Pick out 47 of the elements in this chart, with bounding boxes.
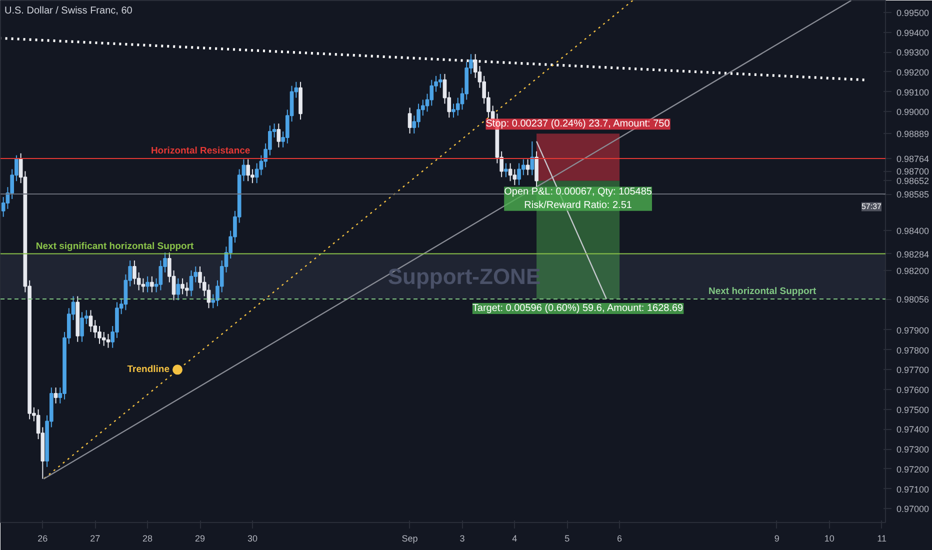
y-tick-label: 0.97900 bbox=[896, 325, 930, 336]
y-tick-label: 0.98700 bbox=[896, 166, 930, 177]
x-tick-label: 30 bbox=[247, 534, 258, 544]
y-tick-label: 0.99000 bbox=[896, 107, 930, 118]
y-tick-label: 0.99300 bbox=[896, 48, 930, 58]
x-tick-label: 3 bbox=[460, 534, 465, 544]
ref-line-label: Next significant horizontal Support bbox=[36, 240, 195, 252]
x-tick-label: 28 bbox=[142, 534, 153, 544]
y-tick-label: 0.99100 bbox=[896, 87, 930, 98]
band-label: Target: 0.00596 (0.60%) 59.6, Amount: 1628.69 bbox=[472, 303, 684, 314]
y-tick-label: 0.98284 bbox=[896, 249, 930, 260]
annotation: Trendline bbox=[127, 364, 170, 376]
x-tick-label: 4 bbox=[512, 534, 518, 544]
y-tick-label: 0.99200 bbox=[896, 67, 930, 78]
x-tick-label: 29 bbox=[195, 534, 206, 544]
y-tick-label: 0.98200 bbox=[896, 266, 930, 276]
y-tick-label: 0.98585 bbox=[896, 190, 930, 200]
y-tick-label: 0.97700 bbox=[896, 365, 930, 376]
y-tick-label: 0.98056 bbox=[896, 294, 930, 305]
ref-line-label: Next horizontal Support bbox=[708, 286, 817, 298]
y-tick-label: 0.97500 bbox=[896, 404, 930, 415]
y-tick-label: 0.97400 bbox=[896, 424, 930, 435]
y-tick-label: 0.98889 bbox=[896, 129, 930, 140]
band-label: Stop: 0.00237 (0.24%) 23.7, Amount: 750 bbox=[486, 118, 670, 130]
y-tick-label: 0.97800 bbox=[896, 345, 930, 356]
x-tick-label: 26 bbox=[38, 534, 48, 544]
y-tick-label: 0.97200 bbox=[896, 464, 930, 474]
annotation: Open P&L: 0.00067, Qty: 105485 Risk/Reward Ratio: 2.51 bbox=[504, 186, 652, 211]
y-tick-label: 0.97100 bbox=[896, 484, 930, 494]
x-tick-label: 10 bbox=[824, 534, 834, 544]
y-tick-label: 0.99500 bbox=[896, 8, 930, 18]
y-tick-label: 0.98652 bbox=[896, 176, 930, 186]
annotation: 57:37 bbox=[861, 202, 882, 212]
y-tick-label: 0.97300 bbox=[896, 444, 930, 455]
y-tick-label: 0.98764 bbox=[896, 154, 930, 164]
y-tick-label: 0.98400 bbox=[896, 226, 930, 236]
x-tick-label: Sep bbox=[402, 534, 418, 544]
x-tick-label: 27 bbox=[90, 534, 100, 544]
y-tick-label: 0.97600 bbox=[896, 385, 930, 396]
x-tick-label: 6 bbox=[617, 534, 622, 544]
x-tick-label: 5 bbox=[564, 534, 570, 544]
y-tick-label: 0.99400 bbox=[896, 28, 930, 38]
x-tick-label: 9 bbox=[774, 534, 780, 544]
x-tick-label: 11 bbox=[877, 534, 886, 544]
y-tick-label: 0.97000 bbox=[896, 504, 930, 514]
ref-line-label: Horizontal Resistance bbox=[150, 145, 250, 156]
text: U.S. Dollar / Swiss Franc, 60 bbox=[4, 6, 133, 16]
